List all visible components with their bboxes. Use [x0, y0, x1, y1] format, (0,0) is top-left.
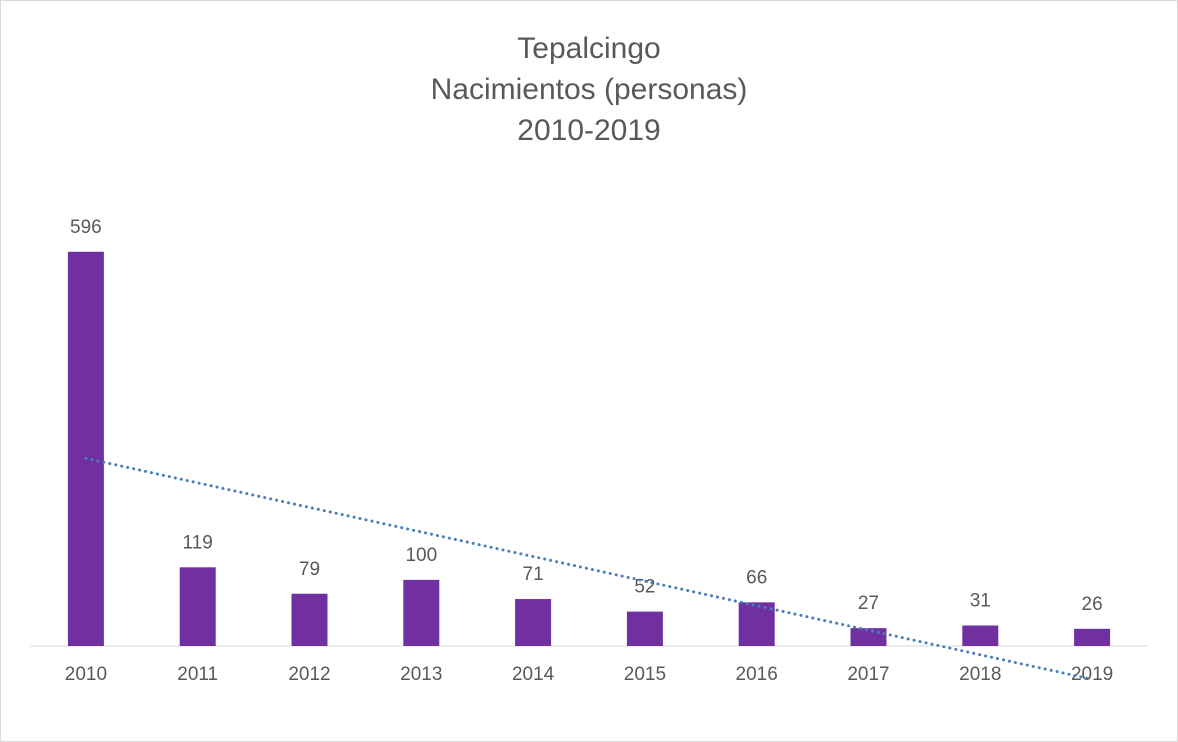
- data-label: 71: [523, 564, 544, 585]
- x-tick-label: 2014: [512, 664, 555, 685]
- bar: [291, 593, 328, 646]
- x-tick-label: 2015: [624, 664, 666, 685]
- data-label: 27: [858, 593, 879, 614]
- x-tick-label: 2016: [736, 664, 778, 685]
- bar: [626, 611, 663, 646]
- bar: [1074, 628, 1111, 646]
- bar: [515, 599, 552, 646]
- bar: [403, 579, 440, 646]
- x-tick-label: 2010: [65, 664, 107, 685]
- data-label: 119: [183, 532, 213, 553]
- x-tick-label: 2012: [288, 664, 330, 685]
- bar: [67, 251, 104, 646]
- chart-title: Tepalcingo: [517, 32, 660, 65]
- data-label: 66: [746, 567, 767, 588]
- bar: [850, 628, 887, 646]
- data-label: 100: [405, 545, 437, 566]
- chart-title: Nacimientos (personas): [431, 73, 748, 106]
- x-tick-label: 2019: [1071, 664, 1113, 685]
- data-label: 52: [634, 577, 655, 598]
- data-label: 596: [70, 217, 102, 238]
- x-tick-label: 2017: [847, 664, 889, 685]
- data-label: 31: [970, 591, 991, 612]
- data-label: 26: [1082, 594, 1103, 615]
- bar: [962, 625, 999, 646]
- x-tick-label: 2011: [177, 664, 218, 685]
- bar: [179, 567, 216, 646]
- chart-title: 2010-2019: [517, 114, 660, 147]
- data-label: 79: [299, 559, 320, 580]
- x-tick-label: 2018: [959, 664, 1001, 685]
- bar: [738, 602, 775, 646]
- x-tick-label: 2013: [400, 664, 442, 685]
- trendline: [84, 456, 1094, 681]
